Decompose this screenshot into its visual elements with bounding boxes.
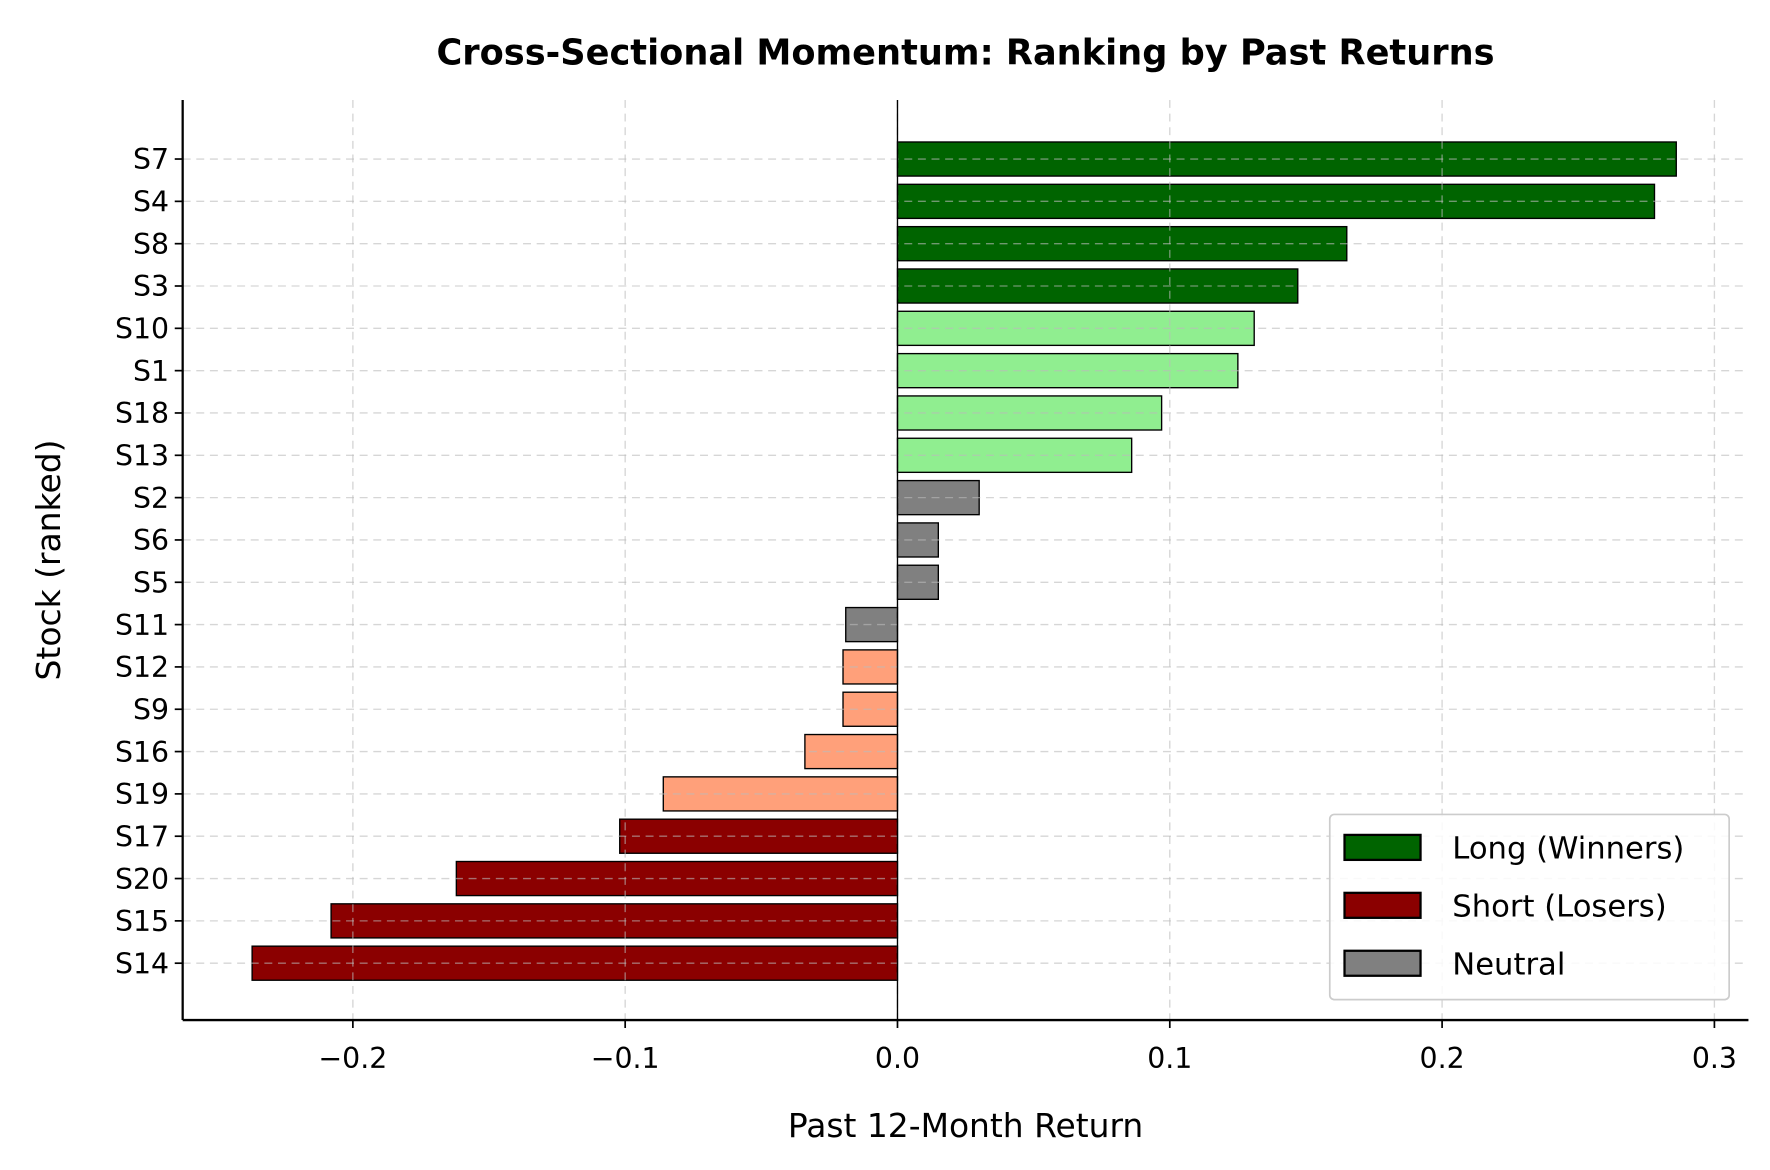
y-tick-label: S5 (133, 566, 169, 599)
x-axis-label: Past 12-Month Return (788, 1106, 1143, 1145)
y-tick-label: S14 (115, 947, 169, 980)
x-tick-label: −0.2 (318, 1042, 387, 1075)
bar-s19 (662, 776, 899, 812)
chart-title: Cross-Sectional Momentum: Ranking by Pas… (437, 33, 1495, 74)
y-tick-label: S2 (133, 482, 169, 515)
y-tick-label: S11 (115, 609, 169, 642)
grid (182, 99, 1749, 1021)
legend-label: Short (Losers) (1452, 890, 1666, 925)
x-tick-label: −0.1 (591, 1042, 660, 1075)
y-tick-label: S6 (133, 524, 169, 557)
y-tick-label: S8 (133, 228, 169, 261)
legend: Long (Winners) Short (Losers) Neutral (1328, 813, 1731, 1001)
x-tick-label: 0.0 (875, 1042, 920, 1075)
y-tick-label: S7 (133, 143, 169, 176)
y-tick-label: S10 (115, 313, 169, 346)
y-tick-label: S9 (133, 693, 169, 726)
y-tick-label: S17 (115, 820, 169, 853)
legend-swatch (1343, 891, 1422, 919)
x-tick-label: 0.3 (1692, 1042, 1737, 1075)
y-tick-label: S18 (115, 397, 169, 430)
y-tick-label: S4 (133, 186, 169, 219)
y-tick-label: S1 (133, 355, 169, 388)
y-tick-label: S3 (133, 270, 169, 303)
legend-label: Neutral (1452, 948, 1565, 983)
y-tick-label: S15 (115, 905, 169, 938)
legend-swatch (1343, 833, 1422, 862)
x-tick-label: 0.1 (1147, 1042, 1192, 1075)
y-tick-label: S16 (115, 736, 169, 769)
x-tick-label: 0.2 (1420, 1042, 1465, 1075)
y-ticks: S7 S4 S8 S3 S10 S1 S18 S13 S2 S6 S5 S11 S12 S9 S16 S19 S… (115, 143, 183, 980)
legend-swatch (1343, 949, 1422, 977)
y-tick-label: S19 (115, 778, 169, 811)
y-tick-label: S20 (115, 863, 169, 896)
y-axis-label: Stock (ranked) (29, 440, 68, 681)
legend-frame (1328, 813, 1731, 1001)
y-tick-label: S12 (115, 651, 169, 684)
y-tick-label: S13 (115, 440, 169, 473)
legend-label: Long (Winners) (1452, 832, 1684, 867)
x-ticks: −0.2 −0.1 0.0 0.1 0.2 0.3 (318, 1020, 1737, 1075)
